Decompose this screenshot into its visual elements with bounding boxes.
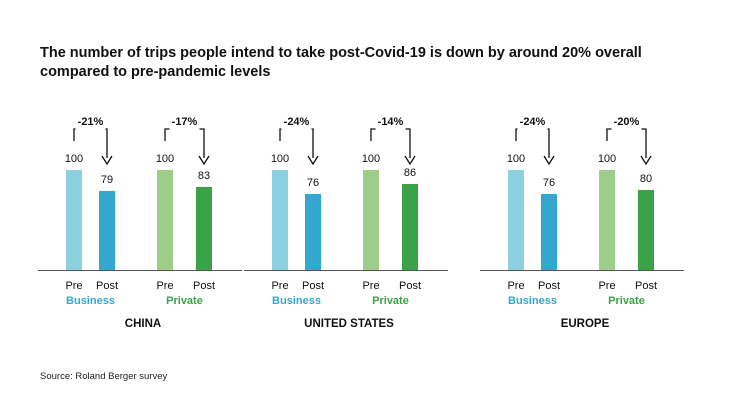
bar-business-post <box>305 194 321 270</box>
tick-label-post: Post <box>193 280 215 292</box>
data-label-private-pre: 100 <box>598 153 616 165</box>
change-label-private: -20% <box>614 116 640 128</box>
change-label-bg <box>517 115 548 132</box>
data-label-private-pre: 100 <box>362 153 380 165</box>
chart-title: The number of trips people intend to tak… <box>40 45 642 80</box>
arrow-down-icon <box>543 155 555 166</box>
change-label-bg <box>169 115 200 132</box>
data-label-business-post: 79 <box>101 174 113 186</box>
region-label: UNITED STATES <box>304 318 394 330</box>
change-label-private: -17% <box>172 116 198 128</box>
bar-private-pre <box>157 170 173 270</box>
group-label-private: Private <box>608 295 645 307</box>
change-label-business: -21% <box>78 116 104 128</box>
tick-label-pre: Pre <box>507 280 524 292</box>
bar-business-pre <box>66 170 82 270</box>
change-label-business: -24% <box>284 116 310 128</box>
tick-label-pre: Pre <box>271 280 288 292</box>
data-label-business-pre: 100 <box>271 153 289 165</box>
source-note: Source: Roland Berger survey <box>40 371 168 382</box>
arrow-down-icon <box>198 155 210 166</box>
group-label-business: Business <box>272 295 321 307</box>
tick-label-post: Post <box>302 280 324 292</box>
data-label-private-post: 80 <box>640 173 652 185</box>
bar-business-post <box>541 194 557 270</box>
data-label-private-pre: 100 <box>156 153 174 165</box>
arrow-down-icon <box>404 155 416 166</box>
bar-business-pre <box>272 170 288 270</box>
arrow-down-icon <box>101 155 113 166</box>
tick-label-post: Post <box>538 280 560 292</box>
change-label-private: -14% <box>378 116 404 128</box>
bar-private-post <box>638 190 654 270</box>
tick-label-pre: Pre <box>65 280 82 292</box>
data-label-business-post: 76 <box>543 177 555 189</box>
group-label-business: Business <box>508 295 557 307</box>
bar-private-post <box>402 184 418 270</box>
region-label: EUROPE <box>561 318 610 330</box>
tick-label-post: Post <box>96 280 118 292</box>
change-label-bg <box>281 115 312 132</box>
bar-business-pre <box>508 170 524 270</box>
data-label-private-post: 86 <box>404 167 416 179</box>
tick-label-pre: Pre <box>598 280 615 292</box>
tick-label-post: Post <box>635 280 657 292</box>
data-label-private-post: 83 <box>198 170 210 182</box>
change-label-business: -24% <box>520 116 546 128</box>
data-label-business-pre: 100 <box>65 153 83 165</box>
group-label-private: Private <box>166 295 203 307</box>
data-label-business-post: 76 <box>307 177 319 189</box>
arrow-down-icon <box>307 155 319 166</box>
region-label: CHINA <box>125 318 161 330</box>
bar-business-post <box>99 191 115 270</box>
change-label-bg <box>75 115 106 132</box>
bar-private-post <box>196 187 212 270</box>
group-label-private: Private <box>372 295 409 307</box>
arrow-down-icon <box>640 155 652 166</box>
tick-label-pre: Pre <box>362 280 379 292</box>
data-label-business-pre: 100 <box>507 153 525 165</box>
group-label-business: Business <box>66 295 115 307</box>
change-label-bg <box>375 115 406 132</box>
tick-label-pre: Pre <box>156 280 173 292</box>
tick-label-post: Post <box>399 280 421 292</box>
bar-private-pre <box>599 170 615 270</box>
change-label-bg <box>611 115 642 132</box>
bar-private-pre <box>363 170 379 270</box>
